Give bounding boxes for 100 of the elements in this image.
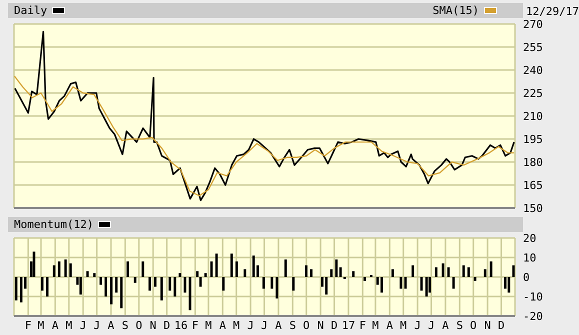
x-tick-label: M	[66, 318, 73, 332]
bar	[490, 261, 492, 277]
bar	[154, 277, 156, 287]
bar	[14, 277, 18, 300]
x-tick-label: F	[192, 318, 198, 332]
x-tick-label: S	[122, 318, 128, 332]
bar	[364, 277, 366, 281]
bar	[160, 277, 163, 300]
bar	[215, 254, 218, 277]
y-tick-label: 240	[523, 64, 543, 77]
bar	[325, 277, 328, 295]
legend-label: Daily	[14, 4, 48, 17]
bar	[230, 254, 233, 277]
x-tick-label: N	[150, 318, 156, 332]
bar	[46, 277, 48, 296]
legend-label: SMA(15)	[432, 4, 479, 17]
bar	[210, 261, 213, 277]
bar	[115, 277, 118, 293]
bar	[339, 267, 342, 277]
bar	[120, 277, 123, 308]
y-tick-label: 225	[523, 86, 543, 100]
bar	[467, 267, 470, 277]
x-tick-label: A	[442, 318, 450, 332]
bar	[400, 277, 402, 289]
bar	[110, 277, 113, 304]
x-tick-label: M	[400, 318, 408, 332]
bar	[330, 269, 333, 277]
x-tick-label: 16	[174, 318, 188, 332]
bar	[235, 261, 238, 277]
bar	[100, 277, 102, 285]
x-tick-label: M	[372, 318, 380, 332]
x-tick-label: F	[359, 318, 366, 332]
bar	[335, 259, 338, 277]
y-tick-label: 20	[523, 232, 536, 245]
bar	[148, 277, 151, 291]
bar	[352, 271, 355, 277]
text: 12/29/17	[526, 5, 579, 18]
bar	[93, 273, 96, 277]
bar	[58, 261, 60, 277]
bar	[412, 265, 414, 277]
bar	[425, 277, 428, 296]
bar	[199, 277, 202, 287]
bar	[474, 277, 476, 281]
bar	[252, 256, 255, 277]
bar	[270, 277, 274, 289]
x-tick-label: A	[219, 318, 226, 332]
x-tick-label: N	[317, 318, 324, 332]
x-tick-label: F	[24, 318, 32, 332]
bar	[204, 273, 207, 277]
bar	[79, 277, 82, 295]
y-tick-label: 10	[523, 251, 536, 264]
x-tick-label: J	[247, 318, 254, 332]
bar	[20, 277, 22, 302]
bar	[104, 277, 108, 296]
x-tick-label: J	[428, 318, 435, 332]
bar	[484, 269, 486, 277]
x-tick-label: J	[94, 318, 100, 332]
x-tick-label: S	[456, 318, 463, 332]
bar	[462, 265, 465, 277]
x-tick-label: O	[303, 318, 310, 332]
x-tick-label: A	[52, 318, 59, 332]
bar	[134, 277, 136, 283]
bar	[504, 277, 506, 289]
y-tick-label: 165	[523, 178, 543, 192]
bar	[86, 271, 89, 277]
x-tick-label: 17	[342, 318, 356, 332]
bar	[447, 267, 450, 277]
bar	[276, 277, 278, 298]
bar	[310, 269, 312, 277]
legend-label: Momentum(12)	[14, 218, 94, 231]
bar	[244, 269, 246, 277]
bar	[428, 277, 431, 293]
bar	[196, 271, 199, 277]
bar	[452, 277, 455, 289]
x-tick-label: M	[205, 318, 212, 332]
line-series	[14, 76, 515, 196]
y-tick-label: -20	[523, 310, 543, 323]
bar	[304, 265, 308, 277]
bar	[64, 259, 67, 277]
x-tick-label: A	[108, 318, 115, 332]
y-tick-label: 0	[523, 270, 530, 284]
y-tick-label: 270	[523, 18, 543, 31]
bar	[69, 263, 72, 277]
x-tick-label: J	[414, 318, 421, 332]
bar	[420, 277, 423, 291]
x-tick-label: A	[386, 318, 394, 332]
x-tick-label: J	[260, 318, 268, 332]
bar	[222, 277, 225, 291]
x-tick-label: J	[80, 318, 86, 332]
x-tick-label: O	[470, 318, 477, 332]
bar	[292, 277, 295, 291]
bar	[126, 261, 130, 277]
y-tick-label: 255	[523, 40, 543, 54]
x-tick-label: O	[136, 318, 142, 332]
x-tick-label: A	[275, 318, 282, 332]
bar	[380, 277, 383, 293]
x-tick-label: D	[164, 318, 170, 332]
x-tick-label: S	[289, 318, 296, 332]
bar	[178, 273, 182, 277]
y-tick-label: 210	[523, 110, 543, 123]
